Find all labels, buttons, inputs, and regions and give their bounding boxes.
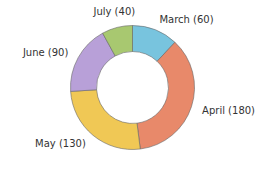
svg-text:March (60): March (60) <box>159 14 213 25</box>
svg-text:May (130): May (130) <box>35 138 86 149</box>
svg-text:June (90): June (90) <box>22 47 69 58</box>
svg-text:July (40): July (40) <box>92 6 135 17</box>
svg-text:April (180): April (180) <box>202 105 255 116</box>
